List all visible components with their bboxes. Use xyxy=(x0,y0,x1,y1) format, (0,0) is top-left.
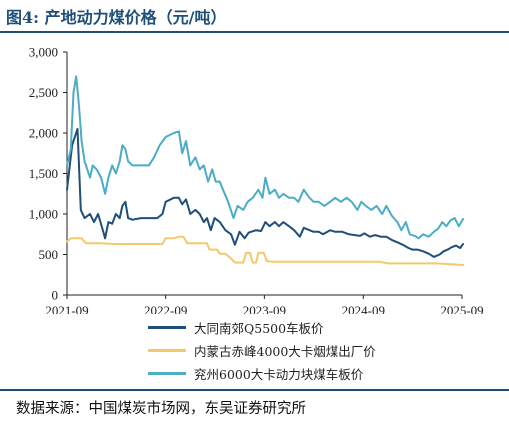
source-note: 数据来源：中国煤炭市场网，东吴证券研究所 xyxy=(16,401,306,417)
series-line-datong xyxy=(66,127,465,258)
chart-axes: 0 500 1,000 1,500 2,000 2,500 3,000 2021-09 2022… xyxy=(29,45,484,315)
y-tick-label: 500 xyxy=(39,247,59,262)
y-tick-label: 1,500 xyxy=(29,166,58,181)
y-tick-label: 2,000 xyxy=(29,126,58,141)
legend-swatch-datong xyxy=(148,326,186,329)
chart-series xyxy=(66,75,465,266)
y-tick-label: 2,500 xyxy=(29,85,58,100)
x-tick-label: 2022-09 xyxy=(144,303,187,314)
series-line-yanzhou xyxy=(66,75,465,240)
legend-label-datong: 大同南郊Q5500车板价 xyxy=(194,321,324,336)
y-tick-label: 1,000 xyxy=(29,207,58,222)
y-tick-label: 0 xyxy=(52,288,59,303)
footer-divider xyxy=(0,389,509,391)
x-tick-label: 2024-09 xyxy=(342,303,385,314)
title-divider xyxy=(0,31,509,33)
chart-title: 图4: 产地动力煤价格（元/吨） xyxy=(6,8,227,27)
legend-label-chifeng: 内蒙古赤峰4000大卡烟煤出厂价 xyxy=(194,344,376,359)
series-line-chifeng xyxy=(66,235,465,266)
legend-swatch-yanzhou xyxy=(148,372,186,375)
legend-label-yanzhou: 兖州6000大卡动力块煤车板价 xyxy=(194,367,364,382)
line-chart: 0 500 1,000 1,500 2,000 2,500 3,000 2021-09 2022… xyxy=(29,45,484,315)
x-tick-label: 2025-09 xyxy=(440,303,483,314)
x-tick-label: 2023-09 xyxy=(243,303,286,314)
x-tick-label: 2021-09 xyxy=(45,303,88,314)
title-bar: 图4: 产地动力煤价格（元/吨） xyxy=(0,0,509,32)
legend-swatch-chifeng xyxy=(148,349,186,352)
y-tick-label: 3,000 xyxy=(29,45,58,60)
